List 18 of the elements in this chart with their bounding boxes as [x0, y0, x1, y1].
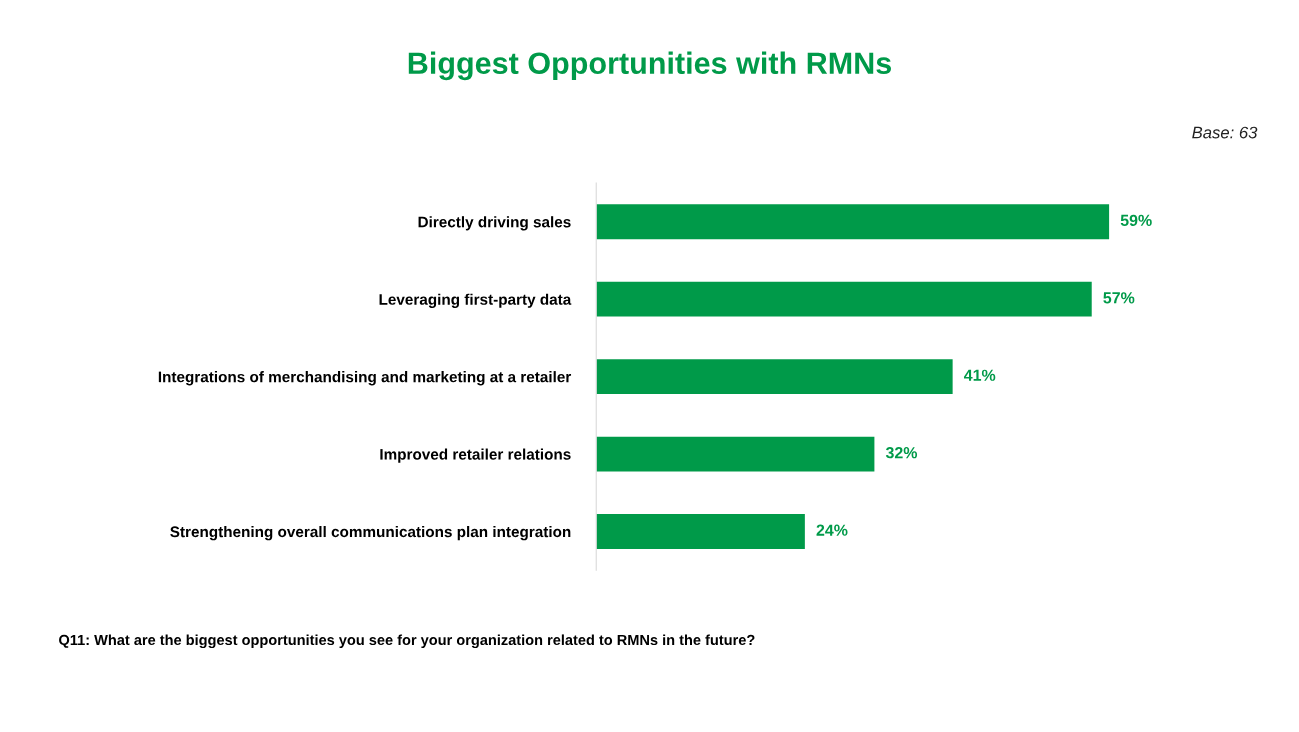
text: Base: 63	[1192, 126, 1258, 139]
y-tick-label: Directly driving sales	[418, 216, 571, 231]
data-label: 59%	[1120, 214, 1152, 227]
data-label: 57%	[1103, 292, 1135, 304]
y-tick-label: Leveraging first-party data	[379, 293, 572, 308]
data-label: 32%	[885, 447, 918, 459]
y-tick-label: Strengthening overall communications plan integration	[170, 525, 571, 541]
data-label: 41%	[963, 369, 996, 381]
text: Q11: What are the biggest opportunities you see for your organization related to RMNs in the future?	[59, 634, 755, 649]
bar	[596, 281, 1092, 317]
bar	[596, 514, 805, 549]
y-tick-label: Integrations of merchandising and marketing at a retailer	[158, 371, 572, 386]
chart-title: Biggest Opportunities with RMNs	[408, 51, 892, 81]
data-label: 24%	[816, 524, 848, 536]
y-tick-label: Improved retailer relations	[380, 448, 571, 463]
bar	[596, 204, 1110, 240]
bar	[596, 359, 953, 395]
bar	[596, 436, 875, 472]
